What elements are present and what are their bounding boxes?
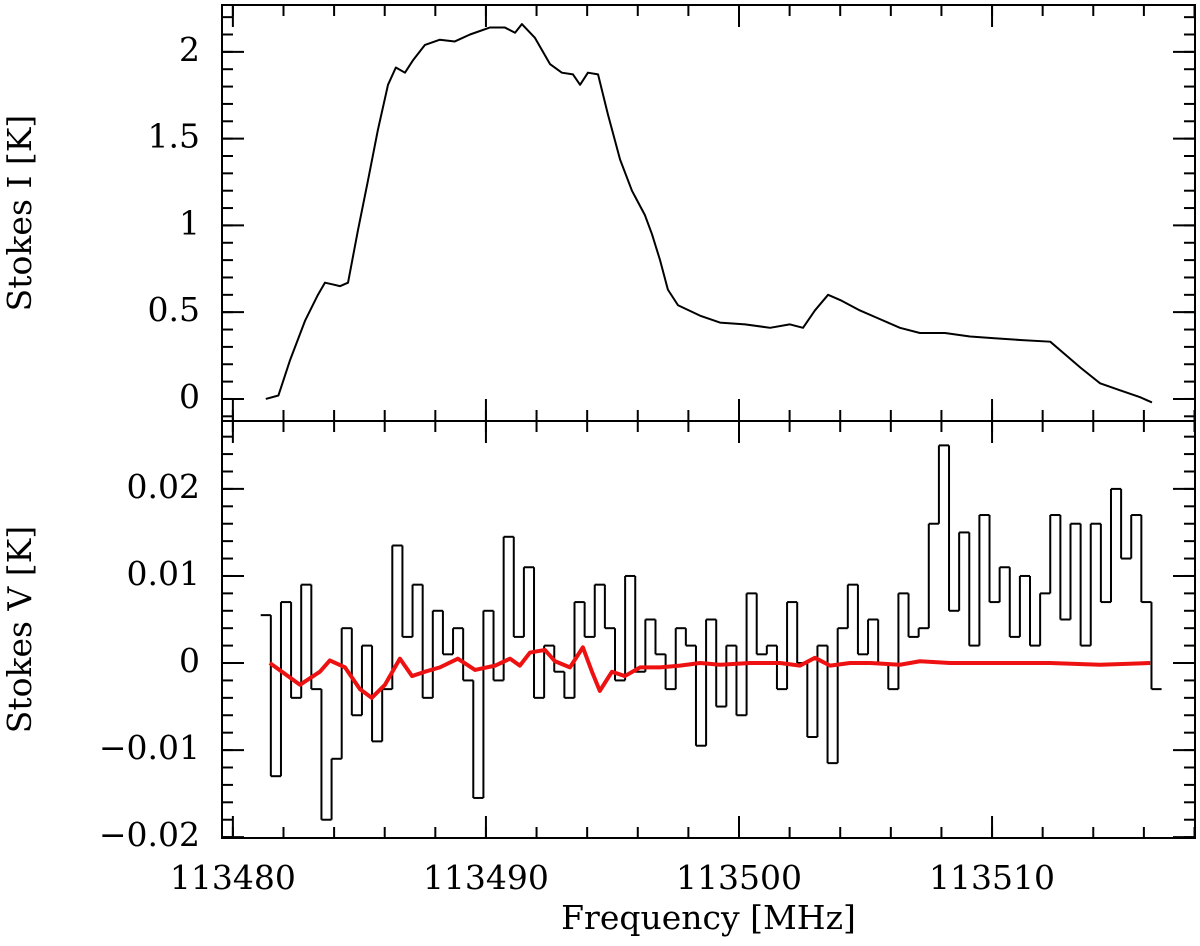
y-axis-label: Stokes I [K] [0, 115, 39, 312]
y-tick-label: 0.02 [127, 467, 200, 506]
y-tick-label: 0 [179, 641, 200, 680]
y-tick-label: 0.5 [148, 290, 200, 329]
plot-frame [221, 4, 1196, 422]
step-riser [269, 445, 1153, 820]
y-tick-label: 0.01 [127, 554, 200, 593]
y-tick-label: 1 [179, 203, 200, 242]
x-tick-label: 113480 [170, 858, 296, 897]
x-tick-label: 113500 [676, 858, 802, 897]
y-tick-label: 0 [179, 377, 200, 416]
y-tick-label: 1.5 [148, 117, 200, 156]
y-axis-label: Stokes V [K] [0, 526, 39, 733]
line [268, 645, 1151, 700]
x-tick-label: 113510 [929, 858, 1055, 897]
y-tick-label: −0.02 [99, 815, 200, 854]
x-tick-label: 113490 [423, 858, 549, 897]
plot-frame [221, 420, 1196, 839]
x-axis-label: Frequency [MHz] [561, 898, 856, 937]
line [265, 23, 1153, 404]
y-tick-label: 2 [179, 30, 200, 69]
y-tick-label: −0.01 [99, 728, 200, 767]
